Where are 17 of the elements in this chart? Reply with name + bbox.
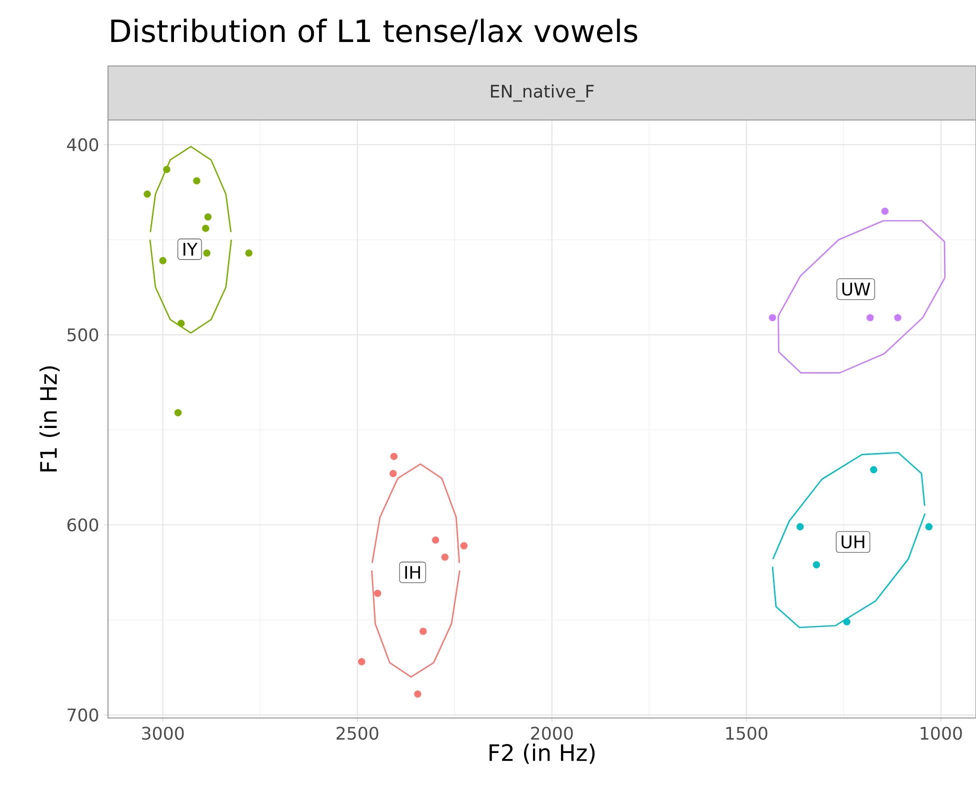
annotation: IY <box>184 242 198 256</box>
annotation: IH <box>405 566 420 579</box>
y-axis-title: F1 (in Hz) <box>39 366 60 472</box>
y-tick-label: 500 <box>68 328 98 342</box>
x-tick-label: 1500 <box>726 726 768 740</box>
chart-subtitle: EN_native_F <box>491 84 594 102</box>
annotation: UH <box>842 536 864 548</box>
chart-title: Distribution of L1 tense/lax vowels <box>111 18 638 45</box>
y-tick-label: 400 <box>67 138 98 152</box>
y-tick-label: 600 <box>67 518 98 532</box>
y-tick-label: 700 <box>68 708 98 722</box>
annotation: UW <box>842 282 870 296</box>
x-tick-label: 2000 <box>531 726 573 740</box>
x-tick-label: 1000 <box>920 726 962 740</box>
x-axis-title: F2 (in Hz) <box>490 744 595 764</box>
x-tick-label: 2500 <box>336 726 378 740</box>
x-tick-label: 3000 <box>142 726 184 740</box>
